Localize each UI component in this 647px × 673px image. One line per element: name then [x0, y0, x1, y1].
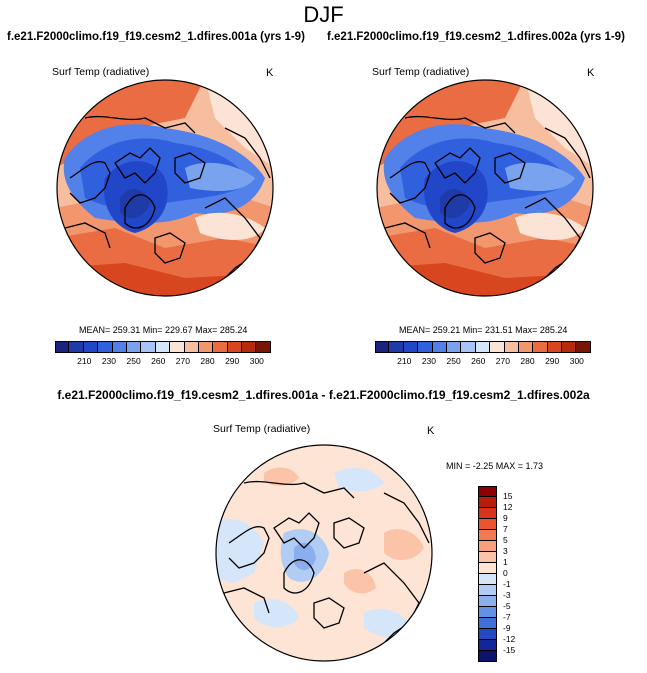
difference-title: f.e21.F2000climo.f19_f19.cesm2_1.dfires.…: [57, 388, 590, 402]
colorbar-swatch: [83, 341, 99, 353]
colorbar-tick-label: 270: [495, 356, 510, 366]
colorbar-tick-label: 0: [503, 568, 508, 578]
colorbar-swatch: [478, 585, 497, 596]
colorbar-swatch: [562, 341, 577, 353]
colorbar-swatch: [478, 596, 497, 607]
colorbar-swatch: [242, 341, 257, 353]
colorbar-swatch: [533, 341, 548, 353]
colorbar-swatch: [504, 341, 519, 353]
colorbar-tick-label: 5: [503, 535, 508, 545]
colorbar-ticks-left: 210 230 250 260 270 280 290 300: [55, 356, 340, 368]
colorbar-swatch: [478, 574, 497, 585]
colorbar-swatch: [478, 530, 497, 541]
polar-map-right: [376, 79, 594, 297]
colorbar-swatch: [184, 341, 199, 353]
colorbar-swatch: [478, 640, 497, 651]
colorbar-tick-label: 260: [471, 356, 486, 366]
colorbar-swatch: [478, 563, 497, 574]
colorbar-swatch: [126, 341, 142, 353]
colorbar-swatch: [478, 519, 497, 530]
colorbar-tick-label: -7: [503, 612, 511, 622]
colorbar-swatch: [403, 341, 419, 353]
colorbar-tick-label: 210: [77, 356, 92, 366]
colorbar-tick-label: 9: [503, 513, 508, 523]
polar-map-left: [56, 79, 274, 297]
colorbar-swatch: [446, 341, 462, 353]
colorbar-tick-label: 280: [520, 356, 535, 366]
colorbar-swatch: [478, 651, 497, 662]
colorbar-swatch: [475, 341, 491, 353]
colorbar-tick-label: 300: [569, 356, 584, 366]
colorbar-swatch: [170, 341, 185, 353]
variable-label-right: Surf Temp (radiative): [372, 66, 470, 78]
colorbar-tick-label: 7: [503, 524, 508, 534]
colorbar-swatch: [478, 629, 497, 640]
colorbar-tick-label: -9: [503, 623, 511, 633]
colorbar-ticks-right: 210 230 250 260 270 280 290 300: [375, 356, 647, 368]
colorbar-swatch: [478, 607, 497, 618]
colorbar-swatch: [389, 341, 404, 353]
stats-diff: MIN = -2.25 MAX = 1.73: [446, 461, 544, 471]
colorbar-tick-label: -15: [503, 645, 516, 655]
colorbar-tick-label: 280: [200, 356, 215, 366]
colorbar-swatch: [418, 341, 433, 353]
colorbar-swatch: [98, 341, 113, 353]
colorbar-tick-label: 250: [126, 356, 141, 366]
colorbar-tick-label: -1: [503, 579, 511, 589]
colorbar-tick-label: 300: [249, 356, 264, 366]
variable-label-left: Surf Temp (radiative): [52, 66, 150, 78]
colorbar-swatch: [432, 341, 447, 353]
colorbar-swatch: [576, 341, 591, 353]
colorbar-tick-label: 260: [151, 356, 166, 366]
colorbar-tick-label: 210: [397, 356, 412, 366]
colorbar-tick-label: -5: [503, 601, 511, 611]
polar-map-difference: [215, 444, 433, 662]
colorbar-swatch: [518, 341, 534, 353]
colorbar-swatch: [155, 341, 171, 353]
colorbar-tick-label: 230: [421, 356, 437, 366]
colorbar-swatch: [478, 486, 497, 497]
units-label-right: K: [587, 67, 595, 79]
colorbar-swatch: [227, 341, 243, 353]
colorbar-swatch: [375, 341, 390, 353]
case-title-left: f.e21.F2000climo.f19_f19.cesm2_1.dfires.…: [7, 31, 305, 43]
colorbar-tick-label: 12: [503, 502, 513, 512]
colorbar-ticks-difference: 15 12 9 7 5 3 1 0 -1 -3 -5 -7 -9 -12 -15: [503, 486, 533, 666]
colorbar-tick-label: -3: [503, 590, 511, 600]
colorbar-swatch: [141, 341, 156, 353]
colorbar-tick-label: 290: [545, 356, 560, 366]
stats-right: MEAN= 259.21 Min= 231.51 Max= 285.24: [399, 325, 568, 335]
colorbar-swatch: [213, 341, 228, 353]
colorbar-tick-label: 1: [503, 557, 508, 567]
colorbar-right: [375, 341, 591, 353]
colorbar-tick-label: 250: [446, 356, 461, 366]
colorbar-left: [55, 341, 271, 353]
colorbar-tick-label: 230: [101, 356, 117, 366]
colorbar-swatch: [490, 341, 505, 353]
colorbar-swatch: [55, 341, 70, 353]
colorbar-swatch: [112, 341, 127, 353]
colorbar-swatch: [69, 341, 84, 353]
colorbar-swatch: [478, 618, 497, 629]
variable-label-diff: Surf Temp (radiative): [213, 423, 311, 435]
case-title-right: f.e21.F2000climo.f19_f19.cesm2_1.dfires.…: [327, 31, 625, 43]
colorbar-swatch: [478, 552, 497, 563]
colorbar-swatch: [478, 497, 497, 508]
colorbar-difference: [478, 486, 497, 662]
colorbar-swatch: [478, 541, 497, 552]
units-label-diff: K: [427, 425, 435, 437]
colorbar-swatch: [198, 341, 214, 353]
colorbar-tick-label: 290: [225, 356, 240, 366]
colorbar-swatch: [547, 341, 563, 353]
colorbar-tick-label: -12: [503, 634, 516, 644]
colorbar-tick-label: 15: [503, 491, 513, 501]
stats-left: MEAN= 259.31 Min= 229.67 Max= 285.24: [79, 325, 248, 335]
colorbar-swatch: [461, 341, 476, 353]
colorbar-tick-label: 270: [175, 356, 190, 366]
colorbar-tick-label: 3: [503, 546, 508, 556]
season-title: DJF: [303, 2, 344, 27]
colorbar-swatch: [256, 341, 271, 353]
colorbar-swatch: [478, 508, 497, 519]
units-label-left: K: [266, 67, 274, 79]
